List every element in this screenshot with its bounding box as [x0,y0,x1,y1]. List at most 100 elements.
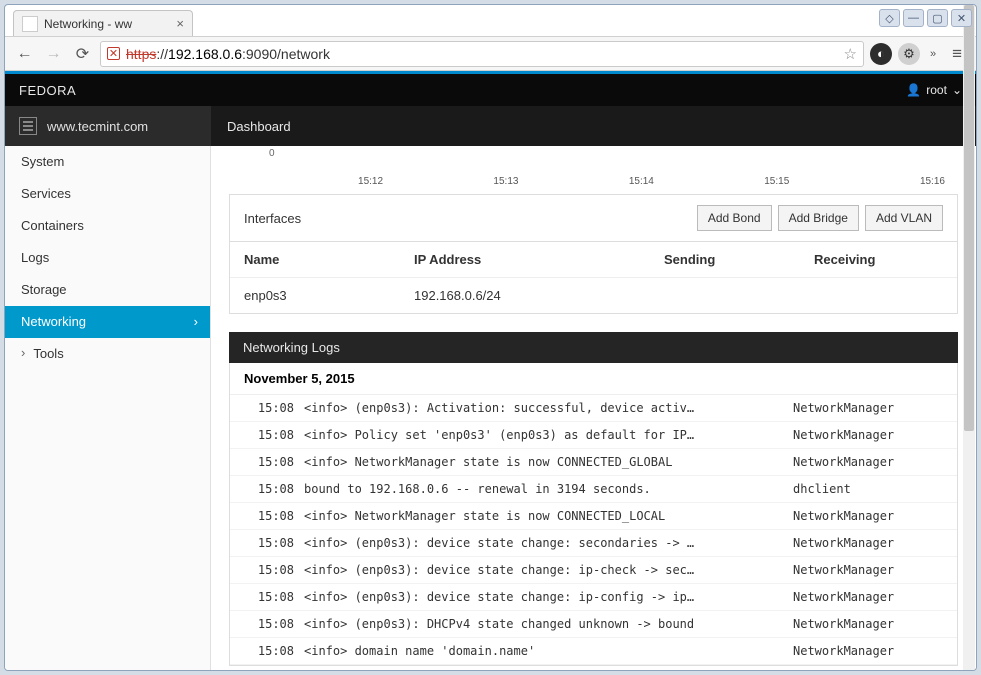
sidebar-item-system[interactable]: System [5,146,210,178]
insecure-lock-icon: ✕ [107,47,120,60]
sidebar: SystemServicesContainersLogsStorageNetwo… [5,146,211,670]
dashboard-cell[interactable]: Dashboard [211,106,976,146]
chart-tick: 15:12 [358,176,383,187]
context-row: www.tecmint.com Dashboard [5,106,976,146]
chart-time-axis: 0 15:1215:1315:1415:1515:16 [269,146,946,176]
chevron-down-icon: ⌄ [952,83,962,97]
tab-title: Networking - ww [44,17,170,31]
window-close[interactable]: ✕ [951,9,972,27]
sidebar-item-networking[interactable]: Networking [5,306,210,338]
logs-panel: Networking Logs November 5, 2015 15:08<i… [229,332,958,666]
page-body: SystemServicesContainersLogsStorageNetwo… [5,146,976,670]
host-cell[interactable]: www.tecmint.com [5,106,211,146]
log-message: <info> (enp0s3): device state change: ip… [304,590,793,604]
tab-strip: Networking - ww × [5,5,976,36]
if-ip: 192.168.0.6/24 [414,288,664,303]
log-time: 15:08 [244,455,304,469]
log-message: <info> (enp0s3): DHCPv4 state changed un… [304,617,793,631]
user-icon: 👤 [906,83,921,97]
log-source: NetworkManager [793,617,943,631]
chart-tick: 15:16 [920,176,945,187]
log-source: NetworkManager [793,428,943,442]
add-vlan-button[interactable]: Add VLAN [865,205,943,231]
sidebar-item-storage[interactable]: Storage [5,274,210,306]
main-content: 0 15:1215:1315:1415:1515:16 Interfaces A… [211,146,976,670]
window-user-icon[interactable]: ◇ [879,9,900,27]
scrollbar-thumb[interactable] [964,146,974,431]
window-minimize[interactable]: — [903,9,924,27]
extension-icon-2[interactable]: ⚙ [898,43,920,65]
log-message: bound to 192.168.0.6 -- renewal in 3194 … [304,482,793,496]
back-button[interactable]: ← [13,42,36,65]
forward-button: → [42,42,65,65]
log-message: <info> (enp0s3): device state change: se… [304,536,793,550]
bookmark-star-icon[interactable]: ☆ [844,45,857,63]
log-message: <info> NetworkManager state is now CONNE… [304,509,793,523]
log-row[interactable]: 15:08<info> domain name 'domain.name'Net… [230,638,957,665]
address-bar[interactable]: ✕ https://192.168.0.6:9090/network ☆ [100,41,864,67]
log-row[interactable]: 15:08bound to 192.168.0.6 -- renewal in … [230,476,957,503]
logs-body: November 5, 2015 15:08<info> (enp0s3): A… [229,363,958,666]
tab-close-icon[interactable]: × [176,16,184,31]
log-time: 15:08 [244,509,304,523]
interface-row[interactable]: enp0s3192.168.0.6/24 [230,278,957,313]
sidebar-item-services[interactable]: Services [5,178,210,210]
sidebar-item-containers[interactable]: Containers [5,210,210,242]
log-source: NetworkManager [793,455,943,469]
browser-toolbar: ← → ⟳ ✕ https://192.168.0.6:9090/network… [5,36,976,71]
sidebar-item-logs[interactable]: Logs [5,242,210,274]
log-source: NetworkManager [793,563,943,577]
url-text: https://192.168.0.6:9090/network [126,46,330,62]
log-message: <info> Policy set 'enp0s3' (enp0s3) as d… [304,428,793,442]
chart-tick: 15:14 [629,176,654,187]
log-time: 15:08 [244,428,304,442]
log-source: NetworkManager [793,536,943,550]
if-sending [664,288,814,303]
log-row[interactable]: 15:08<info> Policy set 'enp0s3' (enp0s3)… [230,422,957,449]
dashboard-label: Dashboard [227,119,291,134]
user-menu[interactable]: 👤 root ⌄ [906,83,962,97]
log-message: <info> domain name 'domain.name' [304,644,793,658]
interfaces-title: Interfaces [244,211,301,226]
log-source: NetworkManager [793,401,943,415]
log-row[interactable]: 15:08<info> (enp0s3): DHCPv4 state chang… [230,611,957,638]
add-bond-button[interactable]: Add Bond [697,205,772,231]
log-source: dhclient [793,482,943,496]
log-message: <info> NetworkManager state is now CONNE… [304,455,793,469]
log-time: 15:08 [244,590,304,604]
chart-tick: 15:13 [493,176,518,187]
col-sending: Sending [664,252,814,267]
col-receiving: Receiving [814,252,943,267]
brand-label: FEDORA [19,83,76,98]
favicon [22,16,38,32]
log-row[interactable]: 15:08<info> (enp0s3): device state chang… [230,530,957,557]
log-row[interactable]: 15:08<info> (enp0s3): device state chang… [230,584,957,611]
extension-icon-1[interactable]: ◐ [870,43,892,65]
interfaces-panel: Interfaces Add BondAdd BridgeAdd VLAN Na… [229,194,958,314]
log-source: NetworkManager [793,644,943,658]
log-row[interactable]: 15:08<info> (enp0s3): device state chang… [230,557,957,584]
cockpit-topbar: FEDORA 👤 root ⌄ [5,74,976,106]
log-time: 15:08 [244,401,304,415]
log-row[interactable]: 15:08<info> NetworkManager state is now … [230,503,957,530]
reload-button[interactable]: ⟳ [71,42,94,65]
log-time: 15:08 [244,563,304,577]
window-maximize[interactable]: ▢ [927,9,948,27]
interfaces-table: Name IP Address Sending Receiving enp0s3… [230,242,957,313]
scrollbar[interactable] [963,146,975,670]
log-message: <info> (enp0s3): device state change: ip… [304,563,793,577]
extensions-overflow-icon[interactable]: » [926,48,940,60]
log-time: 15:08 [244,482,304,496]
logs-title: Networking Logs [229,332,958,363]
if-name: enp0s3 [244,288,414,303]
add-bridge-button[interactable]: Add Bridge [778,205,859,231]
log-message: <info> (enp0s3): Activation: successful,… [304,401,793,415]
log-source: NetworkManager [793,509,943,523]
log-time: 15:08 [244,617,304,631]
log-row[interactable]: 15:08<info> (enp0s3): Activation: succes… [230,395,957,422]
log-time: 15:08 [244,644,304,658]
browser-window: Networking - ww × ← → ⟳ ✕ https://192.16… [4,4,977,671]
browser-tab[interactable]: Networking - ww × [13,10,193,36]
log-row[interactable]: 15:08<info> NetworkManager state is now … [230,449,957,476]
sidebar-item-tools[interactable]: Tools [5,338,210,370]
